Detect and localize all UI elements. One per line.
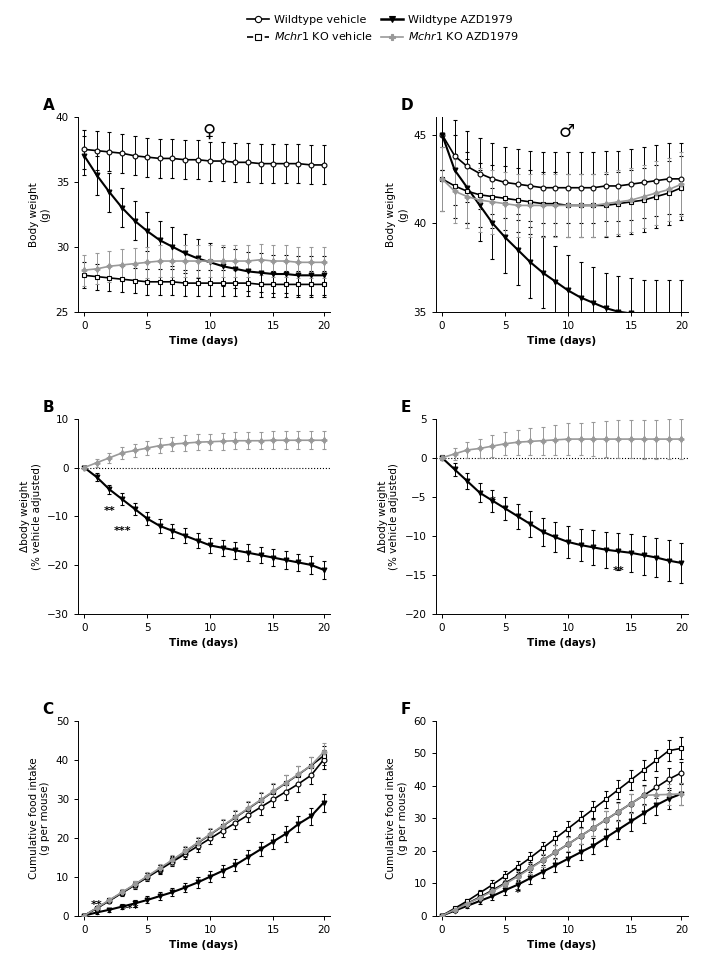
Text: C: C (43, 702, 54, 717)
X-axis label: Time (days): Time (days) (527, 940, 596, 951)
X-axis label: Time (days): Time (days) (527, 638, 596, 649)
Y-axis label: Cumulative food intake
(g per mouse): Cumulative food intake (g per mouse) (28, 758, 50, 879)
Text: ♂: ♂ (559, 123, 575, 140)
Text: **: ** (91, 900, 103, 910)
Y-axis label: Body weight
(g): Body weight (g) (386, 182, 408, 246)
Text: E: E (401, 400, 411, 415)
Text: F: F (401, 702, 411, 717)
Text: *: * (489, 496, 496, 506)
Text: A: A (43, 98, 55, 113)
Y-axis label: Δbody weight
(% vehicle adjusted): Δbody weight (% vehicle adjusted) (20, 463, 42, 570)
Text: ♀: ♀ (203, 123, 216, 140)
X-axis label: Time (days): Time (days) (169, 336, 238, 347)
Text: ***: *** (122, 904, 140, 914)
Text: *: * (515, 887, 520, 898)
Text: **: ** (104, 506, 116, 516)
Text: ***: *** (113, 526, 131, 536)
Y-axis label: Δbody weight
(% vehicle adjusted): Δbody weight (% vehicle adjusted) (378, 463, 399, 570)
X-axis label: Time (days): Time (days) (169, 638, 238, 649)
Text: D: D (401, 98, 413, 113)
Y-axis label: Cumulative food intake
(g per mouse): Cumulative food intake (g per mouse) (386, 758, 408, 879)
Legend: Wildtype vehicle, $\mathit{Mchr1}$ KO vehicle, Wildtype AZD1979, $\mathit{Mchr1}: Wildtype vehicle, $\mathit{Mchr1}$ KO ve… (242, 11, 523, 47)
Text: B: B (43, 400, 55, 415)
Text: **: ** (613, 566, 625, 576)
X-axis label: Time (days): Time (days) (527, 336, 596, 347)
X-axis label: Time (days): Time (days) (169, 940, 238, 951)
Y-axis label: Body weight
(g): Body weight (g) (28, 182, 50, 246)
